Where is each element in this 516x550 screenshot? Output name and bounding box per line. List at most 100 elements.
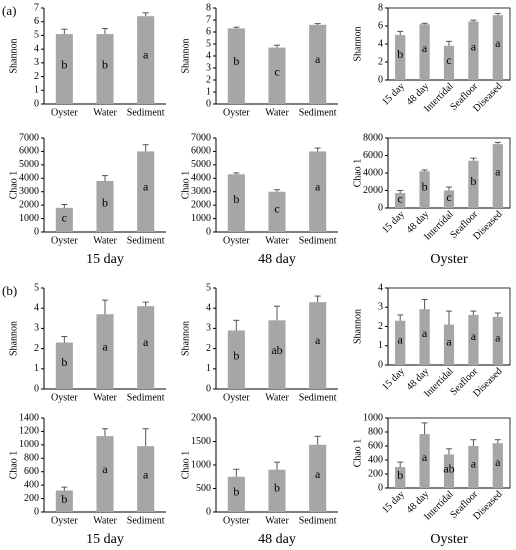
- bar: [96, 180, 114, 232]
- y-tick-label: 200: [368, 468, 383, 479]
- significance-letter: a: [315, 333, 321, 347]
- significance-letter: a: [446, 335, 452, 349]
- y-tick-label: 1000: [191, 459, 211, 470]
- significance-letter: a: [422, 326, 428, 340]
- significance-letter: a: [495, 330, 501, 344]
- y-tick-label: 6000: [19, 146, 39, 157]
- y-tick-label: 800: [368, 426, 383, 437]
- bar: [227, 476, 245, 512]
- y-tick-label: 1400: [19, 412, 39, 423]
- y-tick-label: 4: [206, 50, 211, 61]
- x-tick-label: 15 day: [380, 81, 407, 108]
- significance-letter: a: [102, 340, 108, 354]
- significance-letter: a: [398, 332, 404, 346]
- significance-letter: a: [315, 467, 321, 481]
- y-tick-label: 3: [378, 302, 383, 313]
- significance-letter: c: [274, 65, 279, 79]
- significance-letter: a: [143, 47, 149, 61]
- y-tick-label: 0: [378, 359, 383, 370]
- y-tick-label: 2: [34, 71, 39, 82]
- bar: [137, 16, 155, 105]
- y-tick-label: 4: [34, 302, 39, 313]
- bar: [96, 314, 114, 389]
- y-tick-label: 5000: [191, 159, 211, 170]
- y-axis-label: Shannon: [8, 39, 19, 74]
- significance-letter: a: [495, 455, 501, 469]
- y-axis-label: Shannon: [180, 321, 191, 356]
- x-tick-label: Oyster: [51, 107, 78, 118]
- y-axis-label: Shannon: [352, 27, 363, 62]
- significance-letter: c: [274, 202, 279, 216]
- x-tick-label: Sediment: [127, 392, 165, 403]
- y-tick-label: 3: [34, 323, 39, 334]
- panel-label: (a): [2, 3, 16, 18]
- y-tick-label: 4: [206, 302, 211, 313]
- significance-letter: a: [422, 450, 428, 464]
- y-tick-label: 6000: [191, 146, 211, 157]
- y-tick-label: 1000: [19, 439, 39, 450]
- x-tick-label: 15 day: [380, 489, 407, 516]
- significance-letter: b: [422, 180, 428, 194]
- bar: [227, 174, 245, 232]
- bar: [268, 191, 286, 232]
- bar: [492, 443, 503, 488]
- significance-letter: b: [397, 47, 403, 61]
- y-tick-label: 2000: [191, 412, 211, 423]
- y-tick-label: 2000: [19, 199, 39, 210]
- x-axis-label: Oyster: [430, 532, 468, 547]
- y-tick-label: 1000: [363, 412, 383, 423]
- y-tick-label: 2: [378, 321, 383, 332]
- y-tick-label: 1500: [191, 436, 211, 447]
- y-tick-label: 0: [206, 226, 211, 237]
- bar: [227, 28, 245, 104]
- x-tick-label: Sediment: [127, 235, 165, 246]
- y-tick-label: 2: [34, 343, 39, 354]
- y-tick-label: 400: [368, 454, 383, 465]
- y-tick-label: 4: [378, 38, 383, 49]
- y-tick-label: 2000: [191, 199, 211, 210]
- bar: [309, 151, 327, 232]
- bar: [468, 160, 479, 208]
- significance-letter: b: [233, 192, 239, 206]
- y-tick-label: 0: [34, 226, 39, 237]
- significance-letter: b: [233, 484, 239, 498]
- bar: [492, 316, 503, 365]
- y-axis-label: Chao 1: [8, 171, 19, 200]
- y-tick-label: 1000: [19, 213, 39, 224]
- bar: [309, 302, 327, 389]
- bar: [419, 171, 430, 208]
- bar: [395, 320, 406, 365]
- y-tick-label: 0: [34, 383, 39, 394]
- significance-letter: c: [398, 192, 403, 206]
- y-tick-label: 800: [24, 453, 39, 464]
- bar: [309, 444, 327, 512]
- y-tick-label: 7: [34, 2, 39, 13]
- bar: [419, 434, 430, 488]
- bar: [443, 190, 455, 208]
- x-axis-label: 15 day: [86, 532, 124, 547]
- y-tick-label: 5: [34, 282, 39, 293]
- bar: [96, 436, 114, 512]
- y-axis-label: Shannon: [8, 321, 19, 356]
- y-tick-label: 3000: [191, 186, 211, 197]
- significance-letter: ab: [271, 343, 282, 357]
- significance-letter: b: [470, 174, 476, 188]
- y-tick-label: 8: [378, 2, 383, 13]
- bar: [55, 490, 73, 512]
- bar: [468, 21, 479, 80]
- y-tick-label: 8: [206, 2, 211, 13]
- bar: [96, 34, 114, 104]
- x-tick-label: Oyster: [223, 392, 250, 403]
- bar: [268, 469, 286, 512]
- bar: [227, 330, 245, 389]
- y-axis-label: Chao 1: [8, 451, 19, 480]
- bar: [443, 454, 455, 488]
- x-tick-label: Oyster: [51, 235, 78, 246]
- y-tick-label: 500: [196, 483, 211, 494]
- x-tick-label: Water: [93, 515, 117, 526]
- y-axis-label: Chao 1: [352, 439, 363, 468]
- y-tick-label: 1: [34, 85, 39, 96]
- significance-letter: c: [446, 190, 451, 204]
- y-tick-label: 7000: [19, 132, 39, 143]
- significance-letter: b: [233, 349, 239, 363]
